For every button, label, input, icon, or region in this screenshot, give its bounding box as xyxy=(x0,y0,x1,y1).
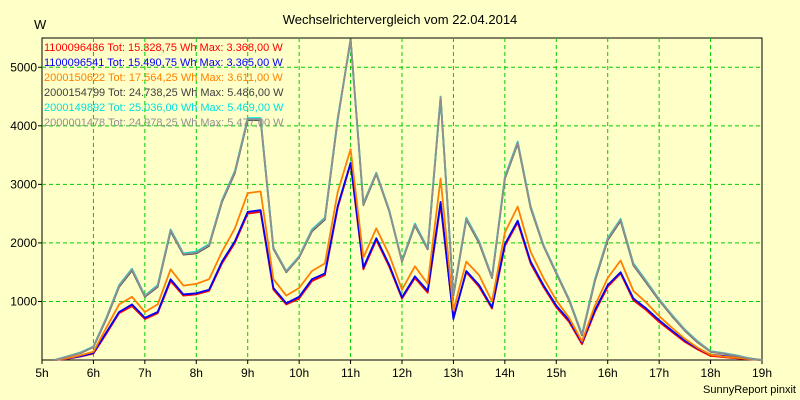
series-line-0 xyxy=(54,162,763,361)
series-line-1 xyxy=(54,161,763,361)
x-tick-label-8: 13h xyxy=(443,366,463,380)
x-tick-label-10: 15h xyxy=(546,366,566,380)
series-line-2 xyxy=(54,148,763,361)
x-tick-label-0: 5h xyxy=(35,366,48,380)
x-tick-label-6: 11h xyxy=(341,366,360,380)
x-tick-label-11: 16h xyxy=(598,366,618,380)
y-tick-label-3: 4000 xyxy=(10,119,37,133)
y-tick-label-2: 3000 xyxy=(10,177,37,191)
legend-entry-5: 2000001478 Tot: 24.978,25 Wh Max: 5.477,… xyxy=(44,117,284,129)
x-tick-label-9: 14h xyxy=(495,366,515,380)
legend-entry-2: 2000150622 Tot: 17.564,25 Wh Max: 3.611,… xyxy=(44,72,283,84)
series-line-5 xyxy=(54,39,763,361)
x-tick-label-14: 19h xyxy=(752,366,772,380)
y-tick-label-1: 2000 xyxy=(10,236,37,250)
x-axis-ticks: 5h 6h 7h 8h 9h 10h 11h 12h 13h 14h 15h 16h 17h 18h 19h xyxy=(35,360,772,380)
y-axis-unit: W xyxy=(34,17,47,32)
chart-title: Wechselrichtervergleich vom 22.04.2014 xyxy=(283,12,518,27)
x-tick-label-5: 10h xyxy=(289,366,309,380)
legend-entry-3: 2000154799 Tot: 24.738,25 Wh Max: 5.486,… xyxy=(44,87,284,99)
x-tick-label-3: 8h xyxy=(190,366,203,380)
legend-entry-1: 1100096541 Tot: 15.490,75 Wh Max: 3.365,… xyxy=(44,57,283,69)
x-tick-label-4: 9h xyxy=(241,366,254,380)
legend-entry-4: 2000149892 Tot: 25.036,00 Wh Max: 5.469,… xyxy=(44,102,284,114)
x-tick-label-12: 17h xyxy=(649,366,669,380)
series-lines xyxy=(54,38,763,361)
footer-credit: SunnyReport pinxit xyxy=(703,384,796,396)
y-tick-label-0: 1000 xyxy=(10,294,37,308)
legend: 1100096436 Tot: 15.328,75 Wh Max: 3.368,… xyxy=(44,42,284,129)
x-tick-label-2: 7h xyxy=(138,366,151,380)
x-tick-label-1: 6h xyxy=(87,366,100,380)
x-tick-label-13: 18h xyxy=(701,366,721,380)
x-tick-label-7: 12h xyxy=(392,366,412,380)
legend-entry-0: 1100096436 Tot: 15.328,75 Wh Max: 3.368,… xyxy=(44,42,283,54)
y-tick-label-4: 5000 xyxy=(10,60,37,74)
y-axis-ticks: 1000 2000 3000 4000 5000 xyxy=(10,60,42,308)
